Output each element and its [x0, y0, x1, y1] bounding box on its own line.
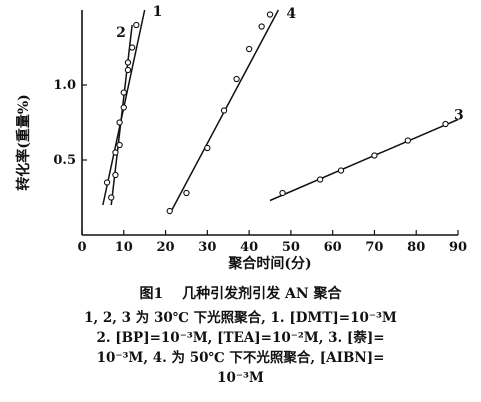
data-point-series-1: [112, 149, 119, 156]
data-point-series-3: [316, 176, 324, 183]
series-labels: 1 2 3 4: [116, 4, 464, 124]
data-point-series-4: [166, 207, 173, 215]
series-label-1: 1: [153, 4, 163, 20]
figure-caption-text: 1, 2, 3 为 30℃ 下光照聚合, 1. [DMT]=10⁻³M 2. […: [0, 308, 481, 388]
data-point-series-2: [108, 194, 115, 201]
caption-line: 10⁻³M, 4. 为 50℃ 下不光照聚合, [AIBN]=: [96, 350, 385, 366]
data-point-series-4: [183, 189, 190, 197]
data-point-series-4: [258, 23, 265, 30]
data-point-series-1: [133, 21, 140, 29]
series-label-4: 4: [286, 6, 296, 22]
caption-line: 2. [BP]=10⁻³M, [TEA]=10⁻²M, 3. [萘]=: [96, 330, 385, 346]
data-point-series-4: [204, 144, 211, 152]
data-point-series-4: [266, 11, 274, 18]
x-tick-label: 0: [77, 240, 86, 255]
y-axis-title: 转化率(重量%): [15, 94, 32, 191]
x-tick-label: 50: [282, 240, 300, 255]
fit-line-series-2: [110, 24, 133, 206]
y-tick-label: 0.5: [53, 153, 76, 168]
x-tick-label: 10: [115, 240, 133, 255]
fit-lines: [102, 9, 459, 215]
data-point-series-1: [128, 44, 136, 51]
x-tick-label: 80: [407, 240, 425, 255]
data-point-series-3: [442, 120, 449, 128]
data-point-series-2: [116, 141, 123, 149]
data-point-series-1: [120, 89, 127, 96]
data-point-series-4: [233, 75, 240, 83]
data-point-series-3: [337, 167, 345, 174]
x-tick-label: 40: [240, 240, 258, 255]
x-tick-label: 30: [198, 240, 216, 255]
x-axis-title: 聚合时间(分): [227, 255, 311, 272]
axes: 0 10 20 30 40 50 60 70 80 90 0.5 1.0 聚合时间(分) 转化率(重量%): [15, 10, 467, 272]
data-point-series-3: [404, 137, 412, 144]
data-point-series-1: [116, 119, 123, 126]
data-point-series-3: [279, 189, 286, 197]
x-tick-label: 70: [365, 240, 383, 255]
data-point-series-2: [124, 59, 132, 66]
data-point-series-4: [220, 107, 228, 114]
fit-line-series-3: [269, 118, 459, 202]
data-point-series-4: [245, 45, 253, 53]
data-point-series-1: [124, 66, 132, 74]
x-tick-label: 20: [157, 240, 175, 255]
series-label-2: 2: [116, 25, 126, 41]
figure-caption-title: 图1 几种引发剂引发 AN 聚合: [139, 286, 342, 302]
caption-line: 10⁻³M: [217, 370, 264, 386]
y-tick-label: 1.0: [53, 78, 76, 93]
caption-line: 1, 2, 3 为 30℃ 下光照聚合, 1. [DMT]=10⁻³M: [84, 310, 397, 326]
x-tick-label: 90: [449, 240, 467, 255]
x-tick-label: 60: [324, 240, 342, 255]
data-point-series-3: [371, 152, 378, 159]
series-label-3: 3: [454, 108, 464, 124]
data-point-series-2: [120, 104, 127, 111]
conversion-chart: 0 10 20 30 40 50 60 70 80 90 0.5 1.0 聚合时间(分) 转化率(重量%)…: [15, 4, 467, 272]
data-point-series-2: [112, 171, 119, 179]
data-point-series-1: [103, 179, 111, 186]
data-points: [103, 11, 449, 215]
